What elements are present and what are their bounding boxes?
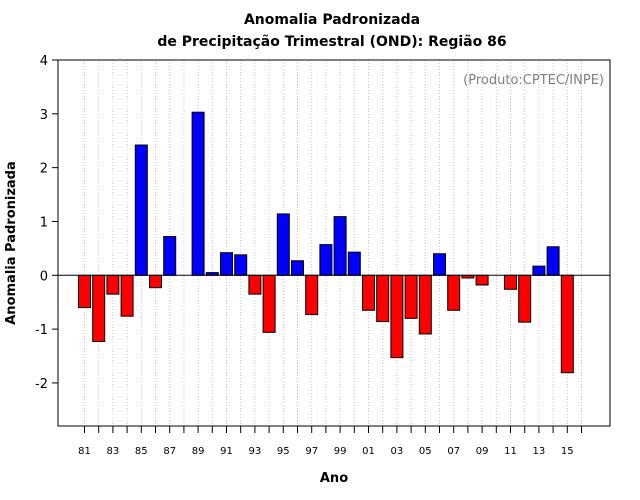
bar-85 — [134, 144, 148, 276]
x-tick-label: 05 — [419, 446, 432, 457]
bar-95 — [276, 213, 290, 276]
x-tick-label: 15 — [561, 446, 574, 457]
x-tick-label: 89 — [192, 446, 205, 457]
bar-89 — [191, 111, 205, 276]
bar-03 — [390, 274, 404, 359]
bar-87 — [163, 236, 177, 276]
bar-01 — [362, 274, 375, 311]
bar-02 — [376, 274, 390, 323]
bar-99 — [333, 216, 347, 276]
bar-86 — [149, 274, 162, 289]
x-tick-label: 81 — [78, 446, 91, 457]
bar-15 — [560, 274, 574, 374]
y-tick-label: 3 — [40, 108, 48, 123]
x-tick-label: 93 — [249, 446, 262, 457]
bar-94 — [262, 274, 276, 333]
bar-05 — [418, 274, 432, 335]
y-tick-label: -2 — [35, 377, 48, 392]
bar-11 — [504, 274, 517, 290]
y-tick-label: 0 — [40, 269, 48, 284]
bar-92 — [234, 254, 248, 276]
y-axis-label: Anomalia Padronizada — [4, 161, 19, 325]
x-axis: 81 83 85 87 89 91 93 95 97 99 01 03 05 07 09 11 13 15 — [78, 426, 582, 457]
bar-82 — [92, 274, 106, 342]
grid — [84, 60, 582, 426]
bar-91 — [220, 252, 233, 276]
bar-98 — [319, 244, 333, 276]
x-tick-label: 83 — [107, 446, 120, 457]
y-tick-label: 1 — [40, 215, 48, 230]
bar-84 — [120, 274, 134, 317]
x-tick-label: 09 — [476, 446, 489, 457]
bar-12 — [518, 274, 532, 323]
x-tick-label: 01 — [362, 446, 375, 457]
x-tick-label: 11 — [504, 446, 517, 457]
x-tick-label: 03 — [391, 446, 404, 457]
bar-96 — [291, 260, 304, 276]
bar-14 — [546, 246, 560, 276]
bar-04 — [404, 274, 418, 319]
chart-title-line1: Anomalia Padronizada — [244, 12, 420, 28]
bar-83 — [106, 274, 120, 295]
x-tick-label: 87 — [163, 446, 176, 457]
bars — [78, 111, 574, 374]
bar-97 — [305, 274, 319, 316]
x-tick-label: 13 — [533, 446, 546, 457]
bar-06 — [433, 253, 446, 276]
bar-93 — [248, 274, 262, 295]
x-tick-label: 91 — [220, 446, 233, 457]
x-tick-label: 99 — [334, 446, 347, 457]
chart-title-line2: de Precipitação Trimestral (OND): Região… — [157, 34, 506, 50]
credit-text: (Produto:CPTEC/INPE) — [463, 73, 604, 88]
bar-81 — [78, 274, 91, 309]
bar-13 — [532, 265, 546, 276]
y-tick-label: -1 — [35, 323, 48, 338]
bar-09 — [475, 274, 489, 286]
x-tick-label: 97 — [305, 446, 318, 457]
x-tick-label: 07 — [447, 446, 460, 457]
y-axis: -2 -1 0 1 2 3 4 — [35, 54, 58, 392]
bar-00 — [347, 251, 361, 276]
x-axis-label: Ano — [320, 471, 348, 486]
x-tick-label: 95 — [277, 446, 290, 457]
y-tick-label: 4 — [40, 54, 48, 69]
bar-07 — [447, 274, 461, 311]
x-tick-label: 85 — [135, 446, 148, 457]
y-tick-label: 2 — [40, 162, 48, 177]
plot-frame — [57, 59, 611, 427]
